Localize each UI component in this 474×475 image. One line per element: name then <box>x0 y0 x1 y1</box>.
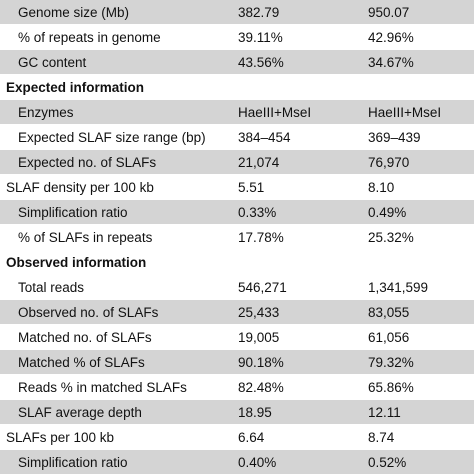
value-column-2: 1,341,599 <box>368 280 429 295</box>
value-column-2: 79.32% <box>368 355 414 370</box>
value-column-1: 5.51 <box>238 180 265 195</box>
table-row: % of repeats in genome 39.11% 42.96% <box>0 25 474 50</box>
row-label: Enzymes <box>18 105 74 120</box>
table-row: GC content 43.56% 34.67% <box>0 50 474 75</box>
table-row: Matched % of SLAFs 90.18% 79.32% <box>0 350 474 375</box>
table-row: SLAF average depth 18.95 12.11 <box>0 400 474 425</box>
value-column-1: 21,074 <box>238 155 280 170</box>
row-label: Observed no. of SLAFs <box>18 305 159 320</box>
row-label: Expected SLAF size range (bp) <box>18 130 206 145</box>
value-column-1: 43.56% <box>238 55 284 70</box>
value-column-2: 8.10 <box>368 180 395 195</box>
row-label: Reads % in matched SLAFs <box>18 380 187 395</box>
section-header: Expected information <box>0 75 474 100</box>
row-label: Simplification ratio <box>18 205 128 220</box>
value-column-2: 950.07 <box>368 5 410 20</box>
table-row: Total reads 546,271 1,341,599 <box>0 275 474 300</box>
table-row: Matched no. of SLAFs 19,005 61,056 <box>0 325 474 350</box>
value-column-2: 369–439 <box>368 130 421 145</box>
value-column-1: 0.33% <box>238 205 277 220</box>
value-column-2: HaeIII+MseI <box>368 105 442 120</box>
value-column-1: 18.95 <box>238 405 272 420</box>
table-row: Genome size (Mb) 382.79 950.07 <box>0 0 474 25</box>
section-label: Expected information <box>6 80 145 95</box>
table-row: Reads % in matched SLAFs 82.48% 65.86% <box>0 375 474 400</box>
table-row: Simplification ratio 0.33% 0.49% <box>0 200 474 225</box>
table-row: Observed no. of SLAFs 25,433 83,055 <box>0 300 474 325</box>
section-header: Observed information <box>0 250 474 275</box>
value-column-1: 17.78% <box>238 230 284 245</box>
value-column-1: 19,005 <box>238 330 280 345</box>
row-label: SLAF average depth <box>18 405 142 420</box>
row-label: Expected no. of SLAFs <box>18 155 157 170</box>
value-column-2: 65.86% <box>368 380 414 395</box>
table-row: SLAFs per 100 kb 6.64 8.74 <box>0 425 474 450</box>
row-label: Simplification ratio <box>18 455 128 470</box>
table-row: SLAF density per 100 kb 5.51 8.10 <box>0 175 474 200</box>
row-label: Genome size (Mb) <box>18 5 130 20</box>
row-label: Matched % of SLAFs <box>18 355 145 370</box>
value-column-1: 546,271 <box>238 280 287 295</box>
row-label: GC content <box>18 55 87 70</box>
table-row: Simplification ratio 0.40% 0.52% <box>0 450 474 475</box>
row-label: SLAF density per 100 kb <box>6 180 154 195</box>
section-label: Observed information <box>6 255 147 270</box>
value-column-1: 82.48% <box>238 380 284 395</box>
row-label: SLAFs per 100 kb <box>6 430 115 445</box>
value-column-1: 6.64 <box>238 430 265 445</box>
value-column-2: 25.32% <box>368 230 414 245</box>
value-column-2: 34.67% <box>368 55 414 70</box>
value-column-1: 25,433 <box>238 305 280 320</box>
value-column-1: HaeIII+MseI <box>238 105 312 120</box>
row-label: % of SLAFs in repeats <box>18 230 153 245</box>
value-column-2: 76,970 <box>368 155 410 170</box>
table-row: Enzymes HaeIII+MseI HaeIII+MseI <box>0 100 474 125</box>
table-row: Expected SLAF size range (bp) 384–454 369–… <box>0 125 474 150</box>
value-column-2: 0.49% <box>368 205 407 220</box>
value-column-2: 12.11 <box>368 405 401 420</box>
value-column-1: 0.40% <box>238 455 277 470</box>
value-column-2: 8.74 <box>368 430 395 445</box>
value-column-1: 382.79 <box>238 5 280 20</box>
value-column-1: 39.11% <box>238 30 283 45</box>
row-label: % of repeats in genome <box>18 30 161 45</box>
value-column-2: 42.96% <box>368 30 414 45</box>
value-column-1: 90.18% <box>238 355 284 370</box>
row-label: Total reads <box>18 280 85 295</box>
row-label: Matched no. of SLAFs <box>18 330 152 345</box>
table-row: % of SLAFs in repeats 17.78% 25.32% <box>0 225 474 250</box>
value-column-2: 61,056 <box>368 330 410 345</box>
value-column-2: 83,055 <box>368 305 410 320</box>
table-row: Expected no. of SLAFs 21,074 76,970 <box>0 150 474 175</box>
value-column-1: 384–454 <box>238 130 291 145</box>
value-column-2: 0.52% <box>368 455 407 470</box>
